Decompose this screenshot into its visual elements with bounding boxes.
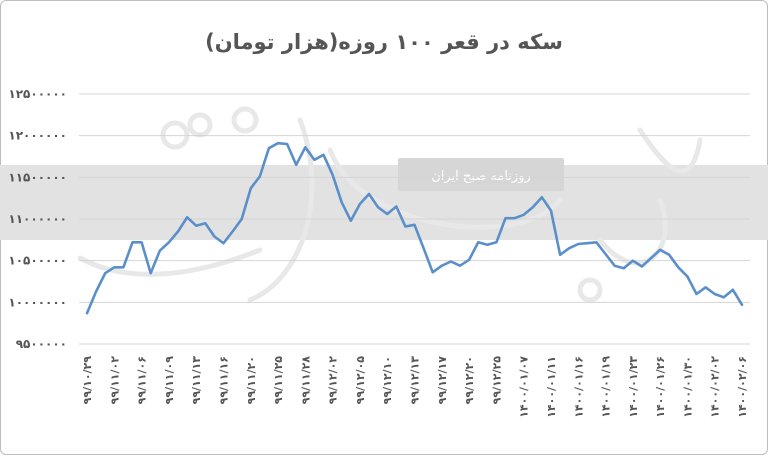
series-lines xyxy=(85,141,744,315)
x-tick-label: ۱۴۰۰/۰۲/۰۲ xyxy=(709,356,722,418)
x-tick-label: ۱۴۰۰/۰۱/۲۳ xyxy=(627,356,640,418)
y-tick-label: ۱۲۰۰۰۰۰۰ xyxy=(8,129,67,143)
y-tick-label: ۹۵۰۰۰۰۰ xyxy=(16,337,67,351)
x-tick-label: ۱۴۰۰/۰۲/۰۶ xyxy=(736,356,749,418)
x-tick-label: ۹۹/۱۲/۲۵ xyxy=(490,356,503,405)
x-tick-label: ۱۴۰۰/۰۱/۱۶ xyxy=(572,356,585,418)
y-tick-label: ۱۰۰۰۰۰۰۰ xyxy=(8,295,67,309)
x-tick-label: ۹۹/۱۲/۱۷ xyxy=(436,356,449,405)
x-tick-label: ۹۹/۱۱/۰۲ xyxy=(108,356,121,405)
x-tick-label: ۱۴۰۰/۰۱/۱۹ xyxy=(600,356,613,418)
x-tick-label: ۹۹/۱۱/۱۳ xyxy=(190,356,203,405)
x-tick-label: ۱۴۰۰/۰۱/۱۱ xyxy=(545,356,558,418)
x-axis-ticks: ۹۹/۱۰/۲۹ ۹۹/۱۱/۰۲ ۹۹/۱۱/۰۶ ۹۹/۱۱/۰۹ ۹۹/۱۱/۱۳… xyxy=(81,356,749,418)
x-tick-label: ۱۴۰۰/۰۱/۰۷ xyxy=(518,356,531,418)
y-tick-label: ۱۲۵۰۰۰۰۰ xyxy=(8,87,67,101)
x-tick-label: ۹۹/۱۱/۱۶ xyxy=(218,356,231,404)
y-axis-ticks: ۹۵۰۰۰۰۰ ۱۰۰۰۰۰۰۰ ۱۰۵۰۰۰۰۰ ۱۱۰۰۰۰۰۰ ۱۱۵۰۰۰۰۰ ۱… xyxy=(8,87,67,351)
chart-title: سکه در قعر ۱۰۰ روزه(هزار تومان) xyxy=(205,30,563,54)
x-tick-label: ۱۴۰۰/۰۱/۳۰ xyxy=(681,356,694,418)
gridlines xyxy=(79,93,750,345)
x-tick-label: ۹۹/۱۲/۰۲ xyxy=(327,356,340,405)
x-tick-label: ۱۴۰۰/۰۱/۲۶ xyxy=(654,356,667,418)
y-tick-label: ۱۰۵۰۰۰۰۰ xyxy=(8,254,67,268)
x-tick-label: ۹۹/۱۱/۰۶ xyxy=(136,356,149,404)
x-tick-label: ۹۹/۱۰/۲۹ xyxy=(81,356,94,405)
x-tick-label: ۹۹/۱۱/۲۸ xyxy=(299,356,312,405)
y-tick-label: ۱۱۵۰۰۰۰۰ xyxy=(8,170,67,184)
x-tick-label: ۹۹/۱۲/۱۳ xyxy=(409,356,422,405)
x-tick-label: ۹۹/۱۱/۰۹ xyxy=(163,356,176,405)
y-tick-label: ۱۱۰۰۰۰۰۰ xyxy=(8,212,67,226)
watermark-label-box xyxy=(398,158,564,191)
series-line xyxy=(85,141,744,315)
x-tick-label: ۹۹/۱۲/۱۰ xyxy=(381,356,394,404)
x-tick-label: ۹۹/۱۱/۲۰ xyxy=(245,356,258,404)
watermark: روزنامه صبح ایران xyxy=(0,106,768,303)
watermark-label: روزنامه صبح ایران xyxy=(431,169,531,184)
x-tick-label: ۹۹/۱۱/۲۵ xyxy=(272,356,285,405)
x-tick-label: ۹۹/۱۲/۰۵ xyxy=(354,356,367,405)
x-tick-label: ۹۹/۱۲/۲۰ xyxy=(463,356,476,404)
